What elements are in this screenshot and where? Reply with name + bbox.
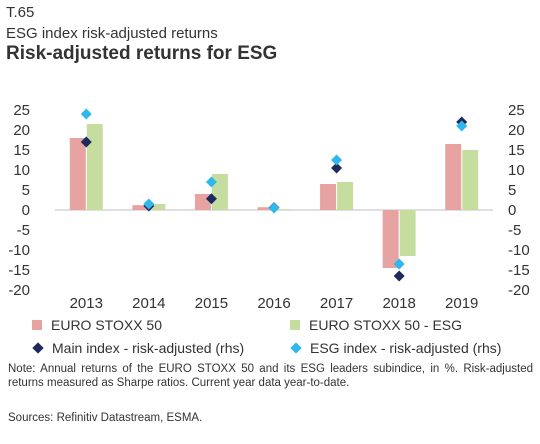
bar-euro-stoxx-2019 — [445, 144, 462, 210]
x-tick-2018: 2018 — [382, 295, 415, 312]
chart-title: Risk-adjusted returns for ESG — [6, 43, 278, 64]
figure-subtitle: ESG index risk-adjusted returns — [6, 25, 218, 42]
legend-label-euro-stoxx-esg: EURO STOXX 50 - ESG — [309, 317, 463, 333]
y-tick-right-1: 20 — [508, 122, 525, 139]
figure-id: T.65 — [6, 4, 35, 21]
legend-swatch-euro-stoxx — [32, 320, 42, 330]
legend-diamond-esg-index — [290, 342, 302, 354]
marker-esg-index-2018 — [393, 258, 405, 270]
y-tick-right-2: 15 — [508, 142, 525, 159]
x-axis: 2013 2014 2015 2016 2017 2018 2019 — [70, 295, 479, 312]
y-tick-left-1: 20 — [13, 122, 30, 139]
x-tick-2016: 2016 — [257, 295, 290, 312]
y-axis-right: 25 20 15 10 5 0 -5 -10 -15 -20 — [508, 102, 530, 299]
legend-row-1: EURO STOXX 50 EURO STOXX 50 - ESG — [8, 317, 538, 337]
y-axis-left: 25 20 15 10 5 0 -5 -10 -15 -20 — [8, 102, 30, 299]
bar-euro-stoxx-esg-2014 — [149, 204, 166, 210]
legend-label-esg-index: ESG index - risk-adjusted (rhs) — [310, 340, 502, 356]
legend-diamond-main-index — [32, 342, 44, 354]
y-tick-left-8: -15 — [8, 262, 30, 279]
legend-item-main-index: Main index - risk-adjusted (rhs) — [32, 340, 244, 356]
marker-main-index-2017 — [331, 162, 343, 174]
y-tick-left-9: -20 — [8, 282, 30, 299]
bar-euro-stoxx-esg-2017 — [337, 182, 354, 210]
marker-main-index-2018 — [393, 270, 405, 282]
y-tick-left-2: 15 — [13, 142, 30, 159]
y-tick-right-8: -15 — [508, 262, 530, 279]
marker-main-index-2013 — [80, 136, 92, 148]
x-tick-2013: 2013 — [70, 295, 103, 312]
legend-item-euro-stoxx: EURO STOXX 50 — [32, 317, 162, 333]
x-tick-2014: 2014 — [132, 295, 165, 312]
y-tick-left-6: -5 — [17, 222, 30, 239]
bar-euro-stoxx-esg-2016 — [274, 209, 291, 210]
y-tick-right-7: -10 — [508, 242, 530, 259]
marker-esg-index-2019 — [456, 120, 468, 132]
legend-row-2: Main index - risk-adjusted (rhs) ESG ind… — [8, 340, 538, 360]
y-tick-right-3: 10 — [508, 162, 525, 179]
bar-euro-stoxx-2018 — [382, 210, 399, 268]
y-tick-left-0: 25 — [13, 102, 30, 119]
y-tick-right-4: 5 — [508, 182, 516, 199]
x-tick-2015: 2015 — [195, 295, 228, 312]
legend-label-euro-stoxx: EURO STOXX 50 — [51, 317, 163, 333]
bar-euro-stoxx-2013 — [69, 138, 86, 210]
y-tick-right-9: -20 — [508, 282, 530, 299]
bar-euro-stoxx-2017 — [320, 184, 337, 210]
y-tick-right-5: 0 — [508, 202, 516, 219]
marker-esg-index-2017 — [331, 154, 343, 166]
y-tick-right-0: 25 — [508, 102, 525, 119]
marker-series-group — [80, 108, 468, 282]
y-tick-left-7: -10 — [8, 242, 30, 259]
y-tick-left-3: 10 — [13, 162, 30, 179]
y-tick-left-4: 5 — [22, 182, 30, 199]
legend-item-esg-index: ESG index - risk-adjusted (rhs) — [290, 340, 501, 356]
x-tick-2017: 2017 — [320, 295, 353, 312]
marker-esg-index-2016 — [268, 202, 280, 214]
legend-swatch-euro-stoxx-esg — [290, 320, 300, 330]
y-tick-right-6: -5 — [508, 222, 521, 239]
bar-euro-stoxx-esg-2019 — [462, 150, 479, 210]
marker-main-index-2015 — [205, 193, 217, 205]
legend-item-euro-stoxx-esg: EURO STOXX 50 - ESG — [290, 317, 462, 333]
bar-euro-stoxx-2016 — [257, 207, 274, 210]
chart-note: Note: Annual returns of the EURO STOXX 5… — [8, 363, 533, 389]
marker-esg-index-2014 — [143, 198, 155, 210]
x-tick-2019: 2019 — [445, 295, 478, 312]
bar-series-group — [69, 124, 479, 268]
marker-esg-index-2015 — [205, 176, 217, 188]
y-tick-left-5: 0 — [22, 202, 30, 219]
bar-euro-stoxx-esg-2013 — [86, 124, 103, 210]
chart-source: Sources: Refinitiv Datastream, ESMA. — [8, 412, 203, 424]
legend-label-main-index: Main index - risk-adjusted (rhs) — [52, 340, 245, 356]
bar-euro-stoxx-esg-2018 — [399, 210, 416, 256]
bar-euro-stoxx-2014 — [132, 205, 149, 210]
marker-esg-index-2013 — [80, 108, 92, 120]
